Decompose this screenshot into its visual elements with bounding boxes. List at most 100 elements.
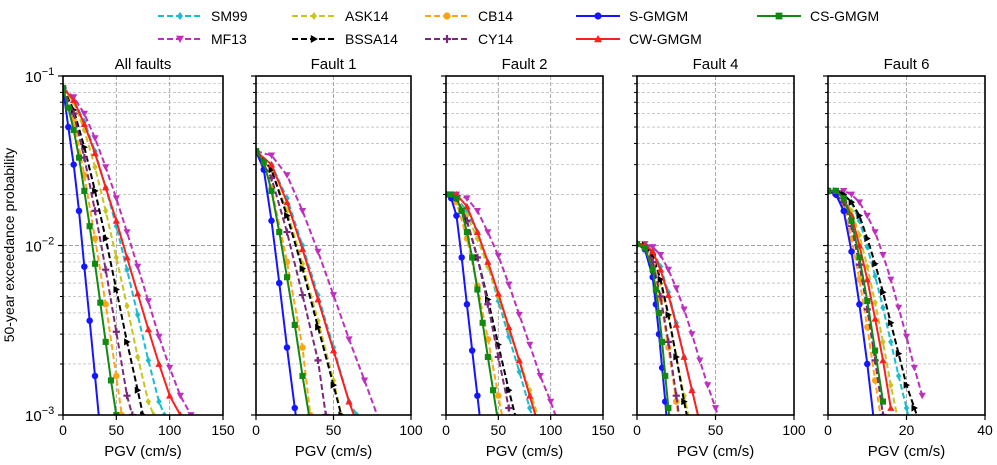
data-point-cs-gmgm bbox=[63, 84, 67, 92]
x-tick-label: 20 bbox=[899, 422, 915, 438]
legend-entry-cy14: CY14 bbox=[425, 31, 513, 47]
data-point-bssa14 bbox=[887, 319, 895, 327]
data-point-cw-gmgm bbox=[863, 275, 871, 283]
data-point-cw-gmgm bbox=[102, 183, 110, 191]
data-point-cw-gmgm bbox=[70, 96, 78, 104]
data-point-cy14 bbox=[879, 411, 887, 415]
data-point-cb14 bbox=[102, 301, 109, 308]
data-point-sm99 bbox=[124, 266, 130, 274]
data-point-mf13 bbox=[918, 392, 926, 400]
data-point-bssa14 bbox=[505, 386, 513, 394]
data-point-mf13 bbox=[166, 364, 174, 372]
data-point-cs-gmgm bbox=[107, 377, 115, 384]
x-axis-label-fault-2: PGV (cm/s) bbox=[486, 443, 564, 460]
data-point-cb14 bbox=[871, 377, 879, 384]
data-point-cw-gmgm bbox=[298, 245, 307, 253]
panel-title-fault-6: Fault 6 bbox=[884, 56, 930, 73]
data-point-mf13 bbox=[704, 382, 712, 389]
x-axis-label-fault-6: PGV (cm/s) bbox=[868, 443, 946, 460]
x-tick-label: 0 bbox=[252, 422, 260, 438]
data-point-bssa14 bbox=[848, 198, 856, 206]
data-point-bssa14 bbox=[864, 234, 871, 243]
data-point-mf13 bbox=[360, 377, 369, 385]
panel-fault-1: 0 50 100 Fault 1 PGV (cm/s) bbox=[251, 56, 423, 460]
data-point-s-gmgm bbox=[65, 123, 72, 131]
legend-entry-cb14: CB14 bbox=[425, 8, 513, 24]
data-point-mf13 bbox=[895, 304, 903, 312]
legend: SM99 MF13 ASK14 BSSA14 CB14 CY14 S-GMGM CW-GMGM… bbox=[158, 8, 879, 47]
series-line-cw-gmgm bbox=[637, 243, 699, 415]
data-point-mf13 bbox=[664, 266, 672, 274]
series-line-bssa14 bbox=[828, 189, 918, 415]
data-point-s-gmgm bbox=[268, 217, 275, 224]
data-point-cw-gmgm bbox=[463, 202, 471, 210]
data-point-cs-gmgm bbox=[469, 254, 476, 261]
data-point-mf13 bbox=[314, 248, 322, 256]
data-point-cy14 bbox=[505, 404, 513, 412]
data-point-ask14 bbox=[880, 338, 886, 346]
data-point-bssa14 bbox=[124, 338, 131, 346]
legend-label-s-gmgm: S-GMGM bbox=[629, 8, 688, 24]
data-point-cs-gmgm bbox=[879, 398, 887, 405]
panel-fault-6: 0 20 40 Fault 6 PGV (cm/s) bbox=[823, 56, 993, 460]
data-point-cy14 bbox=[91, 207, 99, 215]
data-point-sm99 bbox=[354, 411, 360, 415]
x-tick-label: 100 bbox=[539, 422, 563, 438]
data-point-cw-gmgm bbox=[112, 217, 120, 224]
data-point-bssa14 bbox=[268, 166, 276, 174]
data-point-ask14 bbox=[92, 163, 98, 171]
data-point-s-gmgm bbox=[474, 392, 481, 399]
data-point-ask14 bbox=[872, 299, 878, 307]
data-point-cs-gmgm bbox=[291, 321, 298, 328]
data-point-mf13 bbox=[536, 373, 544, 380]
data-point-ask14 bbox=[134, 353, 141, 361]
data-point-mf13 bbox=[112, 195, 120, 202]
data-point-cy14 bbox=[123, 392, 131, 400]
series-group-fault-1 bbox=[256, 147, 379, 415]
data-point-bssa14 bbox=[102, 234, 110, 243]
data-point-mf13 bbox=[847, 191, 856, 199]
grid-fault-1 bbox=[255, 75, 412, 416]
data-point-cs-gmgm bbox=[97, 299, 104, 306]
data-point-mf13 bbox=[329, 292, 338, 299]
data-point-cs-gmgm bbox=[832, 187, 839, 194]
data-point-s-gmgm bbox=[468, 347, 476, 354]
data-point-cb14 bbox=[118, 411, 125, 415]
grid-fault-4 bbox=[636, 75, 795, 416]
data-point-mf13 bbox=[649, 244, 657, 251]
data-point-s-gmgm bbox=[86, 317, 93, 324]
data-point-cs-gmgm bbox=[458, 207, 465, 214]
series-line-cw-gmgm bbox=[63, 87, 182, 415]
data-point-cs-gmgm bbox=[828, 187, 832, 194]
x-tick-label: 50 bbox=[708, 422, 724, 438]
data-point-sm99 bbox=[880, 304, 886, 312]
data-point-bssa14 bbox=[315, 323, 322, 331]
legend-marker-sm99 bbox=[177, 12, 183, 20]
data-point-cs-gmgm bbox=[276, 229, 283, 236]
data-point-mf13 bbox=[494, 252, 502, 260]
x-tick-label: 40 bbox=[977, 422, 993, 438]
data-point-s-gmgm bbox=[91, 372, 99, 380]
x-tick-label: 150 bbox=[211, 422, 235, 438]
data-point-cs-gmgm bbox=[652, 286, 659, 293]
data-point-ask14 bbox=[864, 263, 870, 271]
panel-all-faults: 0 50 100 150 All faults PGV (cm/s) bbox=[58, 56, 235, 460]
x-tick-label: 50 bbox=[491, 422, 507, 438]
data-point-s-gmgm bbox=[840, 207, 847, 215]
data-point-mf13 bbox=[696, 357, 704, 364]
data-point-cy14 bbox=[494, 353, 502, 361]
data-point-sm99 bbox=[134, 311, 141, 319]
data-point-bssa14 bbox=[338, 411, 345, 415]
data-point-ask14 bbox=[113, 253, 120, 262]
data-point-ask14 bbox=[145, 397, 152, 406]
data-point-sm99 bbox=[156, 397, 162, 406]
data-point-mf13 bbox=[80, 110, 88, 118]
data-point-cw-gmgm bbox=[526, 392, 534, 399]
legend-marker-cy14 bbox=[443, 35, 451, 43]
legend-entry-ask14: ASK14 bbox=[292, 8, 389, 24]
data-point-cw-gmgm bbox=[505, 323, 513, 330]
data-point-cb14 bbox=[91, 235, 99, 242]
data-point-ask14 bbox=[848, 207, 855, 215]
data-point-cw-gmgm bbox=[664, 291, 672, 298]
data-point-ask14 bbox=[856, 231, 863, 239]
